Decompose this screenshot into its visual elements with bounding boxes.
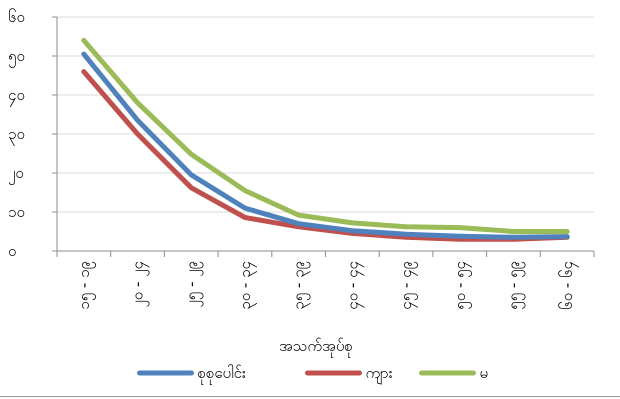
x-tick-label: ၃၅ - ၃၉ xyxy=(290,261,311,310)
series-line xyxy=(84,72,567,240)
y-tick-label: ၄၀ xyxy=(8,86,25,107)
y-tick-label: ၂၀ xyxy=(8,164,24,185)
legend: စုစုပေါင်း ကျား မ xyxy=(140,364,489,385)
y-tick-label: ၀ xyxy=(8,242,16,260)
series-lines xyxy=(84,40,567,239)
x-tick-label: ၄၀ - ၄၄ xyxy=(343,261,364,310)
x-tick-label: ၅၀ - ၅၄ xyxy=(451,261,472,310)
series-line xyxy=(84,54,567,237)
legend-label: မ xyxy=(480,364,489,382)
x-tick-label: ၁၅ - ၁၉ xyxy=(75,261,96,310)
x-tick-label: ၅၅ - ၅၉ xyxy=(504,261,525,310)
gridlines xyxy=(57,17,594,212)
y-tick-label: ၆၀ xyxy=(8,8,25,26)
legend-label: စုစုပေါင်း xyxy=(198,364,246,385)
y-tick-label: ၅၀ xyxy=(8,47,25,68)
y-tick-label: ၁၀ xyxy=(8,203,25,221)
x-tick-label: ၄၅ - ၄၉ xyxy=(397,261,418,310)
x-tick-label: ၃၀ - ၃၄ xyxy=(236,261,257,310)
x-tick-label: ၂၅ - ၂၉ xyxy=(182,261,203,308)
legend-label: ကျား xyxy=(366,364,393,385)
bottom-divider xyxy=(0,396,620,397)
y-tick-labels: ၀ ၁၀ ၂၀ ၃၀ ၄၀ ၅၀ ၆၀ xyxy=(8,8,25,260)
x-tick-label: ၆၀ - ၆၄ xyxy=(558,261,579,310)
x-tick-labels: ၁၅ - ၁၉ ၂၀ - ၂၄ ၂၅ - ၂၉ ၃၀ - ၃၄ ၃၅ - ၃၉ ၄၀ - … xyxy=(75,261,579,310)
y-tick-label: ၃၀ xyxy=(8,125,25,146)
x-tick-label: ၂၀ - ၂၄ xyxy=(129,261,150,308)
x-axis-title: အသက်အုပ်စု xyxy=(279,337,353,358)
